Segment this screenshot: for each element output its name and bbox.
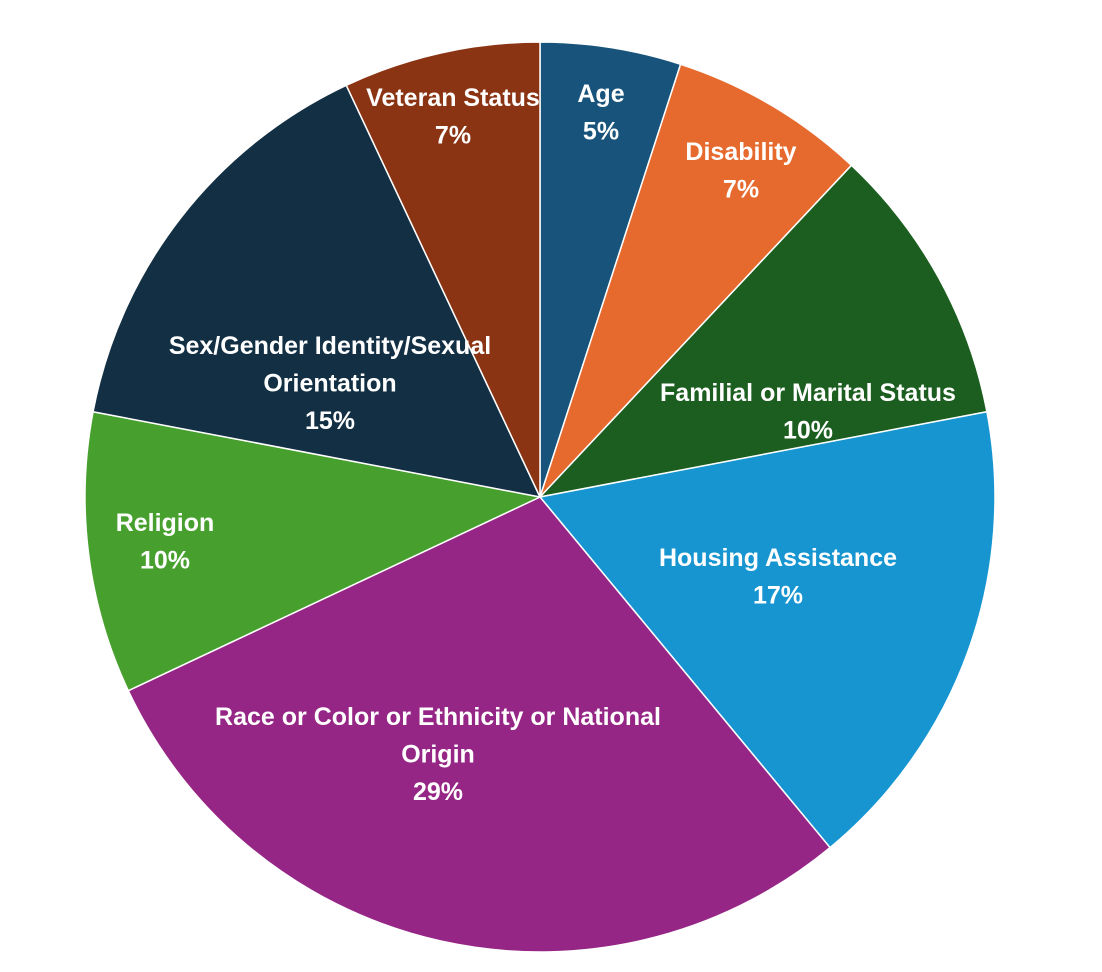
slice-category-label: Origin [401, 741, 475, 769]
slice-label-race-or-color-or-ethnicity-or-national-origin: Race or Color or Ethnicity or National Or… [215, 703, 661, 806]
pie-slice-race-or-color-or-ethnicity-or-national-origin [127, 496, 831, 953]
labels-layer: Age 5% Disability 7% Familial or Marital Sta… [116, 80, 956, 806]
pie-slice-familial-or-marital-status [539, 164, 988, 498]
slice-category-label: Sex/Gender Identity/Sexual [169, 332, 491, 360]
slice-label-age: Age 5% [577, 80, 624, 146]
slice-category-label: Race or Color or Ethnicity or National [215, 703, 661, 731]
pie-slice-age [539, 41, 682, 498]
pie-slice-sex-gender-identity-sexual-orientation [92, 84, 541, 498]
slice-category-label: Orientation [263, 370, 396, 398]
slice-percent-label: 15% [305, 407, 355, 435]
slice-percent-label: 7% [723, 176, 759, 204]
slice-label-familial-or-marital-status: Familial or Marital Status 10% [660, 379, 956, 445]
slice-category-label: Age [577, 80, 624, 108]
slice-label-housing-assistance: Housing Assistance 17% [659, 544, 897, 610]
slice-percent-label: 10% [140, 547, 190, 575]
pie-slice-housing-assistance [539, 410, 996, 849]
slice-category-label: Veteran Status [366, 84, 540, 112]
slice-category-label: Housing Assistance [659, 544, 897, 572]
slices-layer [84, 41, 996, 953]
slice-category-label: Familial or Marital Status [660, 379, 956, 407]
slice-percent-label: 29% [413, 778, 463, 806]
slice-percent-label: 5% [583, 118, 619, 146]
slice-label-sex-gender-identity-sexual-orientation: Sex/Gender Identity/Sexual Orientation 15% [169, 332, 491, 435]
slice-label-disability: Disability 7% [685, 138, 796, 204]
slice-percent-label: 10% [783, 417, 833, 445]
pie-slice-veteran-status [345, 41, 541, 498]
slice-category-label: Religion [116, 509, 215, 537]
slice-percent-label: 17% [753, 582, 803, 610]
slice-label-religion: Religion 10% [116, 509, 215, 575]
slice-label-veteran-status: Veteran Status 7% [366, 84, 540, 150]
slice-category-label: Disability [685, 138, 796, 166]
pie-slice-religion [84, 410, 541, 692]
slice-percent-label: 7% [435, 122, 471, 150]
pie-slice-disability [539, 63, 853, 498]
